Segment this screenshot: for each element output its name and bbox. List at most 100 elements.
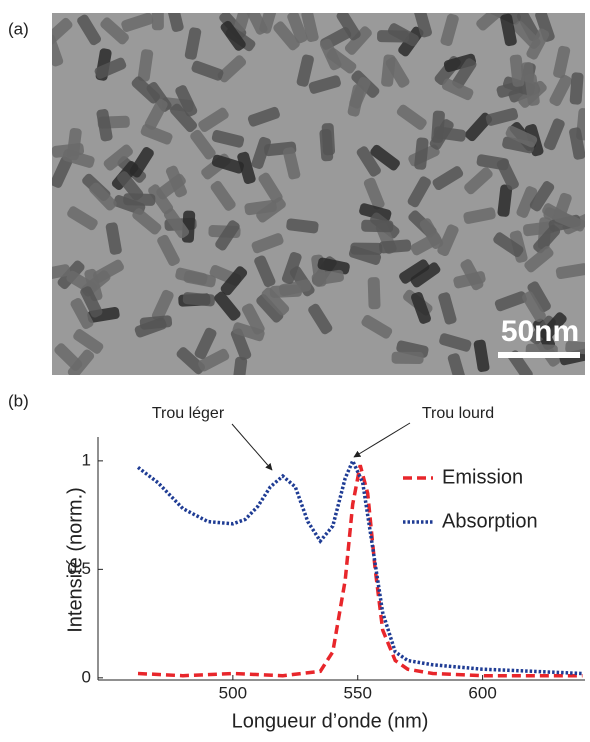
rod xyxy=(439,333,472,352)
rod xyxy=(485,107,519,126)
rod xyxy=(410,232,442,256)
rod xyxy=(473,339,490,372)
rod xyxy=(220,20,246,51)
rod xyxy=(211,154,244,174)
rod xyxy=(522,291,546,322)
rod xyxy=(210,180,236,211)
rod xyxy=(494,291,527,312)
rod xyxy=(356,146,381,177)
rod xyxy=(391,351,424,364)
rod xyxy=(121,13,154,32)
rod xyxy=(336,13,361,41)
rod xyxy=(433,126,466,142)
rod xyxy=(230,328,252,361)
rod xyxy=(301,13,319,42)
rod xyxy=(137,49,154,82)
rod xyxy=(367,277,381,310)
rod xyxy=(500,13,517,47)
x-axis-label: Longueur d’onde (nm) xyxy=(232,710,429,732)
rod xyxy=(489,13,521,25)
rod xyxy=(539,312,567,341)
rod xyxy=(52,264,71,281)
x-tick-label: 500 xyxy=(219,683,247,702)
rod xyxy=(493,232,524,258)
rod xyxy=(258,172,283,204)
rod xyxy=(385,57,410,88)
rod xyxy=(565,340,585,355)
scale-bar xyxy=(498,352,580,358)
rod xyxy=(256,197,286,223)
rod xyxy=(54,343,83,371)
rod xyxy=(555,263,585,280)
rod xyxy=(157,234,180,267)
rod xyxy=(220,266,248,296)
rod xyxy=(129,147,154,178)
rod xyxy=(527,281,551,313)
rod xyxy=(516,13,540,42)
rod xyxy=(317,257,350,275)
rod xyxy=(569,72,584,105)
rod xyxy=(232,322,265,342)
rod xyxy=(543,118,565,151)
rod xyxy=(254,255,276,288)
rod xyxy=(350,242,383,255)
y-axis-label: Intensité (norm.) xyxy=(64,487,86,633)
rod xyxy=(440,13,459,46)
rod xyxy=(170,103,198,133)
rod xyxy=(105,222,122,255)
rod xyxy=(553,210,585,232)
rod xyxy=(363,177,385,210)
rod xyxy=(438,292,457,325)
rod xyxy=(148,184,174,215)
rod xyxy=(370,144,400,171)
scale-bar-label: 50nm xyxy=(501,315,579,348)
rod xyxy=(247,106,280,127)
rod xyxy=(182,292,216,307)
rod xyxy=(93,259,124,283)
rod xyxy=(245,13,268,35)
rod xyxy=(175,85,198,117)
rod xyxy=(476,154,509,171)
rod xyxy=(463,207,496,224)
annotation: Trou lourd xyxy=(422,405,494,422)
rod xyxy=(509,54,525,87)
rod xyxy=(52,34,64,67)
y-tick-label: 1 xyxy=(82,450,91,469)
rod xyxy=(198,107,229,132)
rod xyxy=(308,303,333,335)
rod xyxy=(211,130,245,148)
rod xyxy=(452,58,477,89)
panel-label: (b) xyxy=(8,391,29,410)
rod xyxy=(497,184,513,217)
rod xyxy=(214,291,241,321)
legend-label: Emission xyxy=(442,466,523,488)
rod xyxy=(441,78,474,101)
rod xyxy=(117,171,144,201)
rod xyxy=(361,219,394,233)
rod xyxy=(269,284,302,298)
rod xyxy=(132,208,162,235)
rod xyxy=(410,262,441,288)
rod xyxy=(524,246,554,273)
rod xyxy=(319,38,342,71)
rod xyxy=(96,109,113,142)
rod xyxy=(512,20,541,49)
rod xyxy=(100,17,129,45)
y-tick-label: 0.5 xyxy=(67,559,91,578)
y-tick-label: 0 xyxy=(82,667,91,686)
rod xyxy=(465,112,493,142)
rod xyxy=(156,173,186,200)
rod xyxy=(535,13,555,42)
rod xyxy=(198,348,230,372)
rod xyxy=(287,13,308,44)
rod xyxy=(505,125,538,148)
rod xyxy=(89,182,117,211)
data-line xyxy=(136,456,583,676)
rod xyxy=(524,73,540,106)
rod xyxy=(77,14,102,46)
rod xyxy=(73,329,104,354)
rod xyxy=(232,356,248,375)
rod xyxy=(151,289,174,322)
rod xyxy=(273,21,300,51)
